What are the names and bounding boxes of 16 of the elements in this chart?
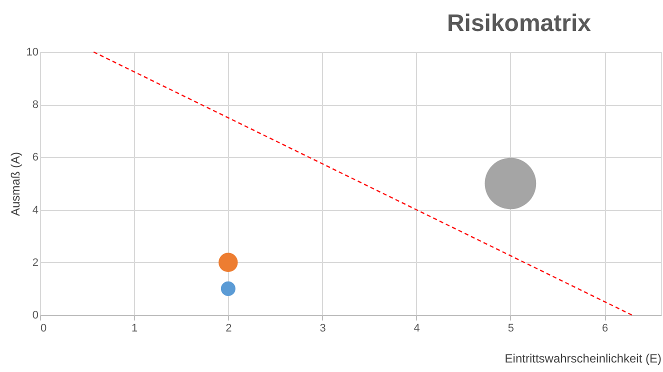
x-tick-label: 6 [602,322,608,334]
x-tick-label: 3 [320,322,326,334]
x-tick-label: 4 [414,322,420,334]
x-tick-label: 1 [132,322,138,334]
chart-title: Risikomatrix [446,10,592,37]
y-tick-label: 6 [32,152,38,164]
x-axis-title: Eintrittswahrscheinlichkeit (E) [504,352,662,366]
y-tick-label: 8 [32,99,38,112]
x-tick-label: 2 [226,322,232,334]
y-axis-title: Ausmaß (A) [8,152,22,216]
y-tick-label: 10 [26,46,38,58]
x-tick-label: 5 [508,322,514,334]
y-tick-label: 2 [32,256,38,269]
x-tick-label: 0 [40,322,47,334]
y-tick-label: 0 [32,310,38,322]
y-tick-label: 4 [32,204,38,216]
